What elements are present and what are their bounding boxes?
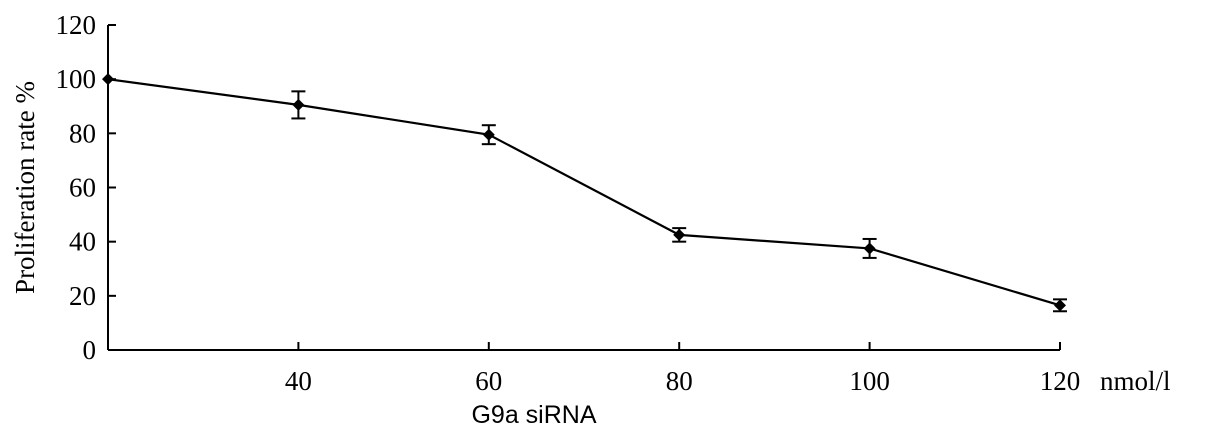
y-axis-label: Proliferation rate %	[10, 81, 40, 294]
y-tick-label: 100	[56, 64, 97, 94]
data-point-marker	[482, 128, 495, 141]
series-line	[107, 78, 1061, 307]
x-tick-label: 60	[475, 366, 502, 396]
data-point-marker	[863, 242, 876, 255]
x-tick-label: 120	[1040, 366, 1081, 396]
data-point-marker	[673, 228, 686, 241]
data-point-marker	[1054, 299, 1066, 312]
y-tick-label: 80	[69, 118, 96, 148]
y-axis-ticks: 0 20 40 60 80 100 120	[56, 10, 116, 365]
data-point-marker	[102, 73, 114, 86]
y-tick-label: 120	[56, 10, 97, 40]
y-tick-label: 20	[69, 281, 96, 311]
y-tick-label: 0	[83, 335, 97, 365]
x-axis-ticks: 40 60 80 100 120	[285, 342, 1080, 396]
y-tick-label: 60	[69, 173, 96, 203]
x-tick-label: 40	[285, 366, 312, 396]
series-group	[102, 73, 1067, 313]
data-point-marker	[292, 98, 305, 111]
x-axis-unit-label: nmol/l	[1100, 366, 1171, 396]
x-tick-label: 80	[666, 366, 693, 396]
y-tick-label: 40	[69, 227, 96, 257]
x-axis-label: G9a siRNA	[471, 401, 596, 429]
x-tick-label: 100	[849, 366, 890, 396]
